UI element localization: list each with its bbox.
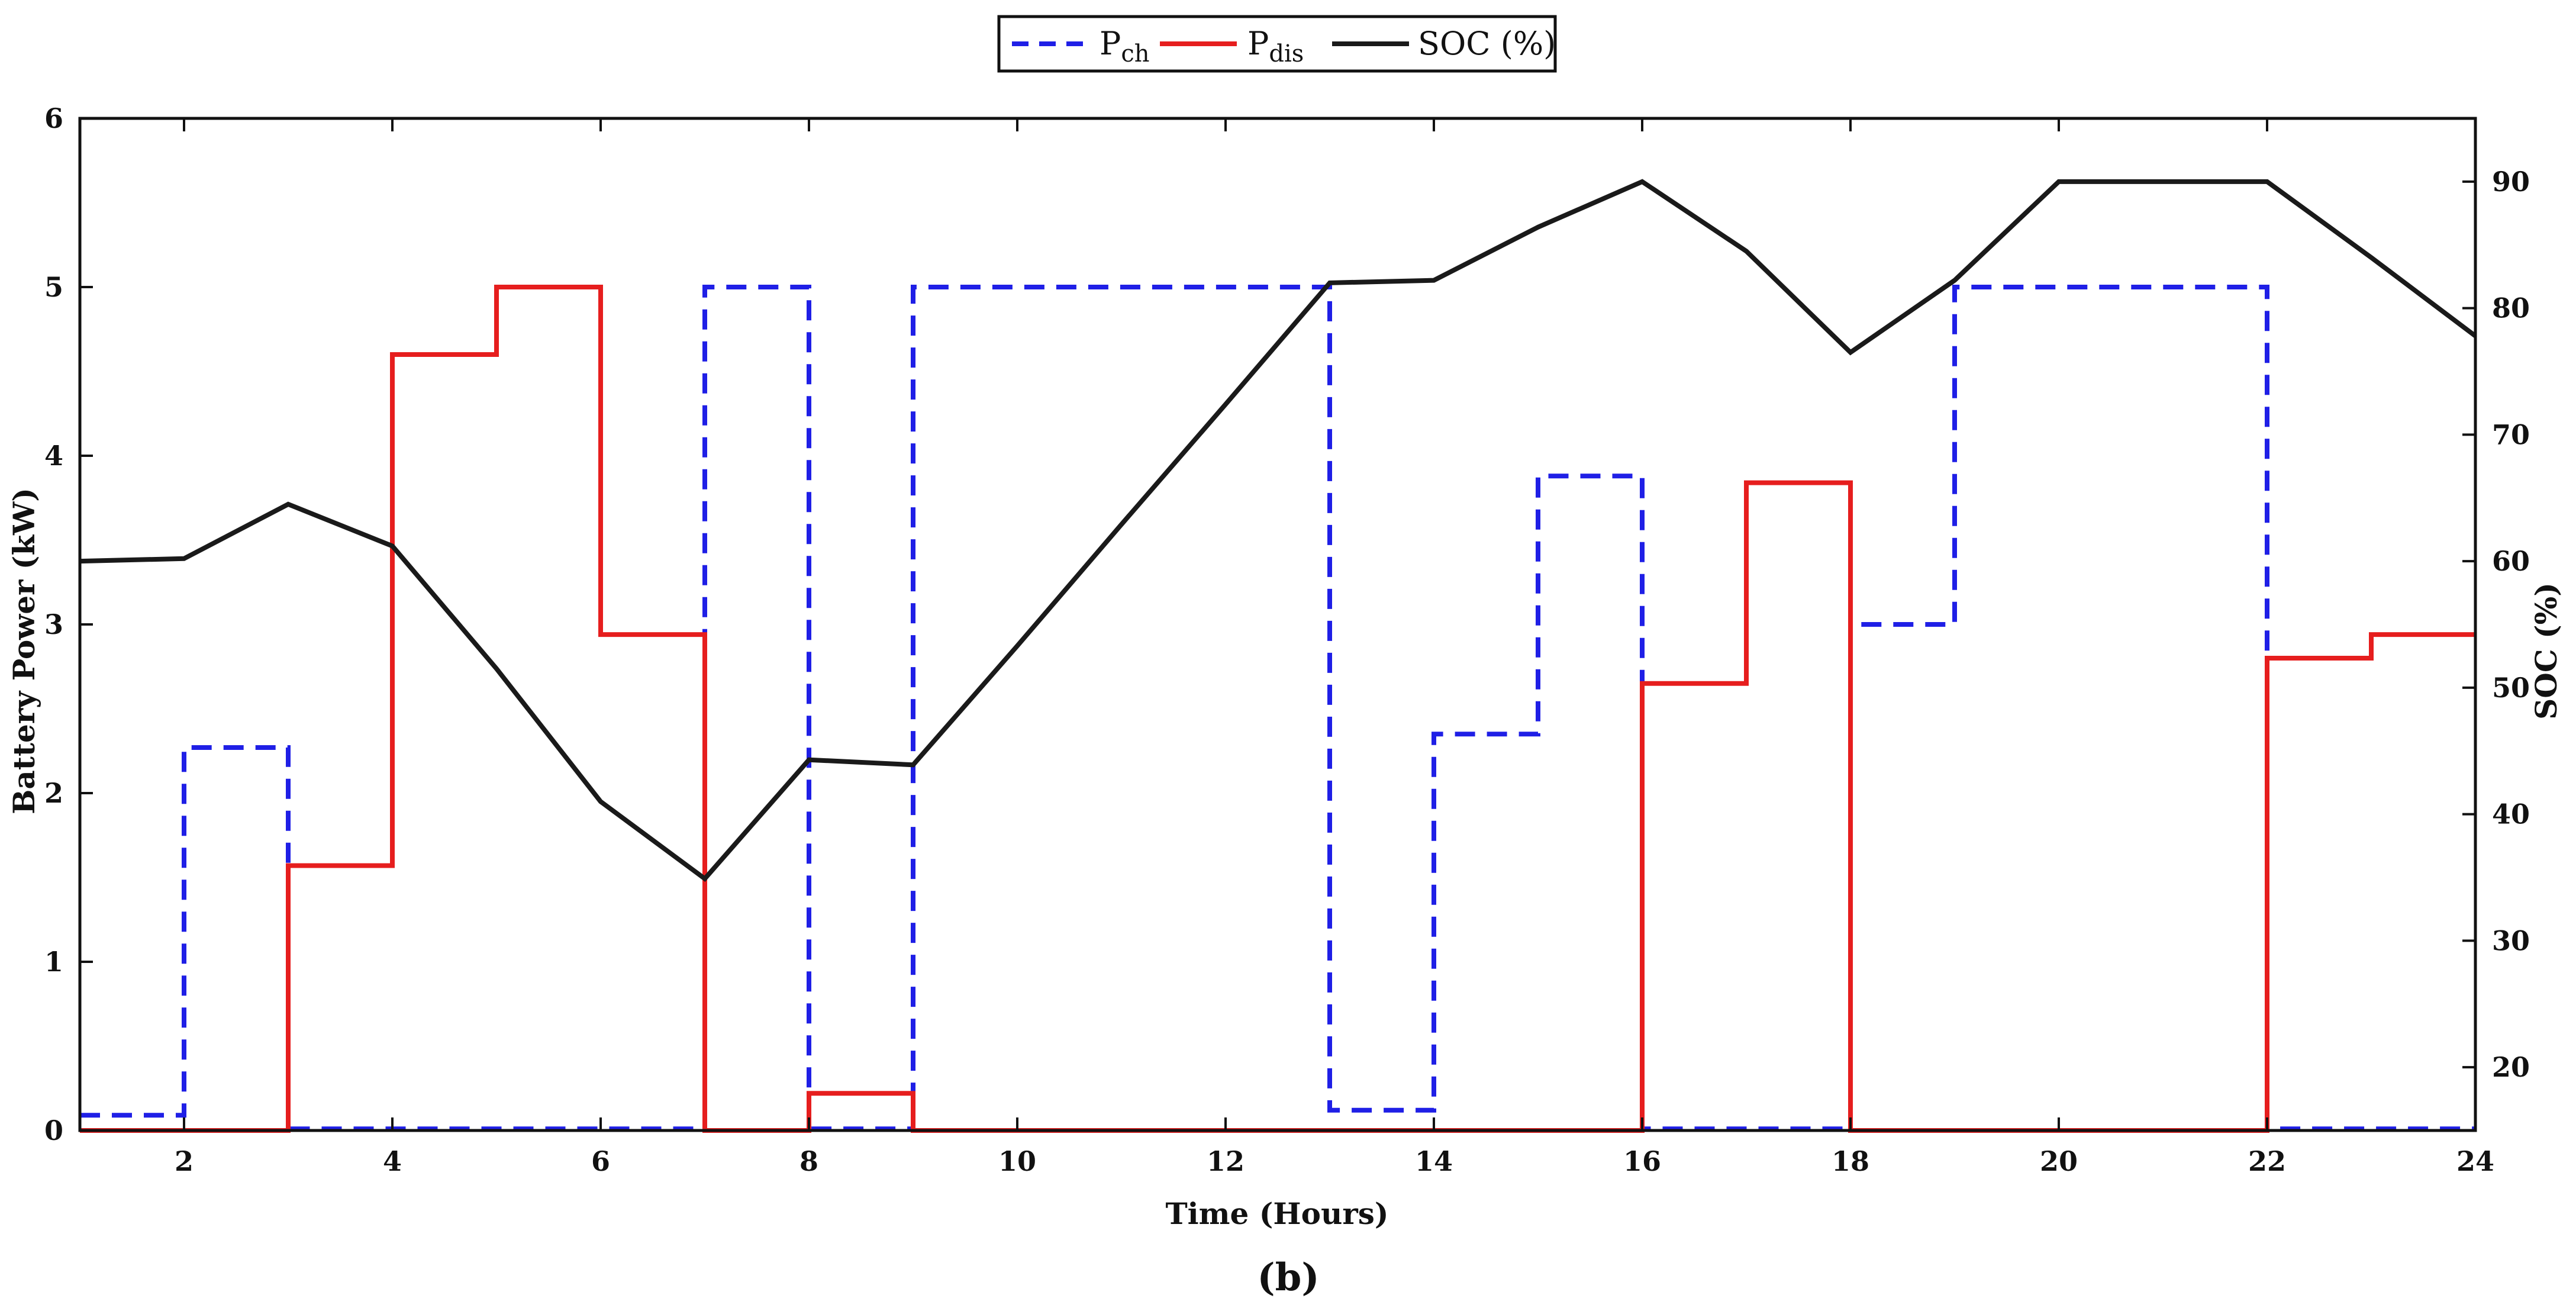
series-line-pch [80,285,2475,1132]
y-tick-label-right: 40 [2492,798,2530,830]
y-tick-label-left: 4 [44,440,63,472]
figure-caption: (b) [1257,1255,1319,1300]
legend: Pch Pdis SOC (%) [997,15,1557,73]
y-tick-label-right: 90 [2492,166,2530,198]
y-tick-label-right: 70 [2492,418,2530,450]
x-tick-label: 4 [383,1145,402,1177]
legend-label-2: SOC (%) [1418,25,1556,62]
y-tick-label-left: 5 [44,271,63,303]
x-axis-label: Time (Hours) [1165,1196,1388,1231]
legend-label-1: Pdis [1247,25,1304,67]
x-tick-label: 20 [2040,1145,2078,1177]
y-tick-label-right: 30 [2492,925,2530,956]
x-tick-label: 10 [998,1145,1036,1177]
x-tick-label: 8 [799,1145,818,1177]
y-axis-label-left: Battery Power (kW) [7,488,41,814]
x-tick-label: 12 [1207,1145,1245,1177]
x-tick-label: 22 [2248,1145,2286,1177]
series-line-pdis [80,285,2475,1133]
x-tick-label: 16 [1623,1145,1661,1177]
y-tick-label-right: 50 [2492,672,2530,704]
legend-label-0: Pch [1100,25,1150,67]
axes: 2 4 6 8 10 12 14 16 18 20 22 2401234562030405060708… [44,102,2530,1177]
x-tick-label: 24 [2456,1145,2494,1177]
y-tick-label-left: 2 [44,777,63,809]
x-tick-label: 14 [1415,1145,1453,1177]
series-line-soc [79,179,2477,882]
y-tick-label-right: 20 [2492,1051,2530,1083]
x-tick-label: 18 [1832,1145,1869,1177]
y-tick-label-right: 60 [2492,545,2530,577]
y-tick-label-left: 0 [44,1114,63,1146]
y-tick-label-left: 1 [44,946,63,978]
y-tick-label-right: 80 [2492,292,2530,324]
plot-area [79,179,2477,1133]
plot-frame [78,117,2477,1132]
y-tick-label-left: 3 [44,608,63,640]
y-tick-label-left: 6 [44,102,63,134]
x-tick-label: 6 [591,1145,610,1177]
x-tick-label: 2 [175,1145,194,1177]
legend-box [997,15,1557,73]
y-axis-label-right: SOC (%) [2529,582,2564,720]
